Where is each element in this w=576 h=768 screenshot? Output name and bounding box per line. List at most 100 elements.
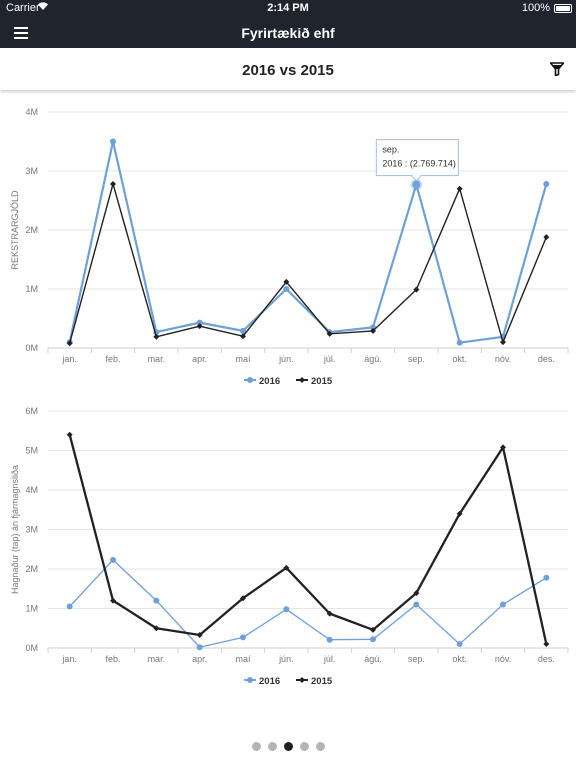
- data-point-2015: [543, 641, 550, 648]
- page-dot[interactable]: [284, 742, 293, 751]
- data-point-2015: [326, 330, 333, 337]
- legend-label: 2015: [311, 676, 333, 687]
- battery-icon: [554, 4, 572, 13]
- expenses-chart: 0M 1M 2M 3M 4M jan. feb. mar. apr. maí jún. júl. ágú…: [10, 107, 569, 387]
- nav-bar: Fyrirtækið ehf: [0, 18, 576, 48]
- data-point-2015: [543, 234, 550, 241]
- data-point-2015: [283, 278, 290, 285]
- y-tick-label: 2M: [25, 225, 38, 235]
- data-point-2016: [370, 636, 376, 643]
- series-line-2015: [68, 434, 548, 645]
- page-dot[interactable]: [252, 742, 261, 751]
- x-tick-label: mar.: [148, 354, 166, 364]
- y-axis-label: REKSTRARGJÖLD: [10, 190, 20, 270]
- x-tick-label: ágú.: [364, 654, 382, 664]
- x-tick-label: feb.: [105, 354, 120, 364]
- data-point-2015: [110, 180, 116, 187]
- x-tick-label: jan.: [61, 654, 77, 664]
- data-point-2016: [283, 286, 290, 292]
- legend-marker-2015: [299, 677, 305, 683]
- data-point-2015: [413, 590, 420, 597]
- data-point-2016: [240, 634, 246, 641]
- x-tick-label: feb.: [105, 654, 120, 664]
- legend-marker-2015: [299, 377, 305, 383]
- y-tick-label: 4M: [25, 485, 38, 495]
- legend-marker-2016: [247, 377, 253, 383]
- data-point-2016: [326, 636, 333, 643]
- legend: 2016 2015: [244, 676, 333, 687]
- x-tick-label: apr.: [192, 654, 207, 664]
- data-point-2016: [240, 327, 246, 334]
- y-tick-label: 2M: [25, 564, 38, 574]
- data-point-2015: [370, 626, 376, 633]
- tooltip-value: 2016 : (2.769.714): [382, 159, 456, 169]
- data-point-2015: [500, 339, 506, 346]
- data-point-2016: [543, 574, 550, 581]
- x-tick-label: sep.: [408, 354, 425, 364]
- y-axis-label: Hagnaður (tap) án fjármagnsliða: [10, 465, 20, 594]
- x-tick-label: okt.: [452, 654, 467, 664]
- data-point-2016: [413, 601, 420, 608]
- data-point-2016: [110, 556, 116, 563]
- data-point-2016: [283, 606, 290, 613]
- data-point-2015: [500, 444, 506, 451]
- data-point-2016: [456, 339, 463, 346]
- legend-label: 2015: [311, 376, 333, 387]
- legend: 2016 2015: [244, 376, 333, 387]
- legend-marker-2016: [247, 677, 253, 683]
- data-point-2015: [153, 333, 160, 340]
- series-line-2016: [68, 140, 548, 344]
- page-dot[interactable]: [268, 742, 277, 751]
- legend-label: 2016: [259, 376, 280, 387]
- data-point-2016: [110, 138, 116, 145]
- y-tick-label: 0M: [25, 343, 38, 353]
- data-point-2015: [326, 610, 333, 617]
- y-tick-label: 5M: [25, 446, 38, 456]
- clock: 2:14 PM: [267, 2, 309, 14]
- data-point-2015: [66, 340, 73, 347]
- x-tick-label: des.: [538, 354, 555, 364]
- x-tick-label: júl.: [323, 354, 336, 364]
- x-tick-label: jún.: [278, 654, 294, 664]
- x-tick-label: maí: [235, 654, 251, 664]
- data-point-2015: [196, 631, 203, 638]
- x-tick-label: ágú.: [364, 354, 382, 364]
- wifi-icon: [37, 1, 49, 14]
- data-point-2015: [240, 595, 246, 602]
- data-point-2015: [456, 510, 463, 517]
- data-point-2015: [66, 431, 73, 438]
- data-point-2015: [240, 333, 246, 340]
- y-tick-label: 6M: [25, 406, 38, 416]
- data-point-2015: [110, 597, 116, 604]
- tooltip-box: [375, 139, 459, 177]
- filter-icon[interactable]: [549, 62, 565, 81]
- series-line-2016: [69, 559, 547, 648]
- data-point-2015: [283, 564, 290, 571]
- y-tick-label: 3M: [25, 166, 38, 176]
- data-point-2015: [196, 323, 203, 330]
- comparison-header: 2016 vs 2015: [0, 48, 576, 90]
- page-indicator[interactable]: [0, 742, 576, 752]
- x-tick-label: nóv.: [495, 354, 511, 364]
- data-point-2016: [196, 644, 203, 651]
- app-title: Fyrirtækið ehf: [241, 25, 335, 41]
- page-dot[interactable]: [316, 742, 325, 751]
- highlight-point: [412, 180, 421, 189]
- battery-percent: 100%: [521, 2, 550, 14]
- y-tick-label: 1M: [25, 284, 38, 294]
- data-point-2015: [153, 625, 160, 632]
- data-point-2016: [66, 603, 73, 610]
- y-tick-label: 4M: [25, 107, 38, 117]
- legend-label: 2016: [259, 676, 280, 687]
- x-tick-label: apr.: [192, 354, 207, 364]
- y-tick-label: 1M: [25, 604, 38, 614]
- data-point-2015: [413, 286, 420, 293]
- hamburger-icon[interactable]: [14, 27, 30, 39]
- data-point-2016: [500, 601, 506, 608]
- x-tick-label: maí: [235, 354, 251, 364]
- page-dot[interactable]: [300, 742, 309, 751]
- x-tick-label: nóv.: [495, 654, 511, 664]
- y-tick-label: 0M: [25, 643, 38, 653]
- x-tick-label: sep.: [408, 654, 425, 664]
- data-point-2015: [370, 327, 376, 334]
